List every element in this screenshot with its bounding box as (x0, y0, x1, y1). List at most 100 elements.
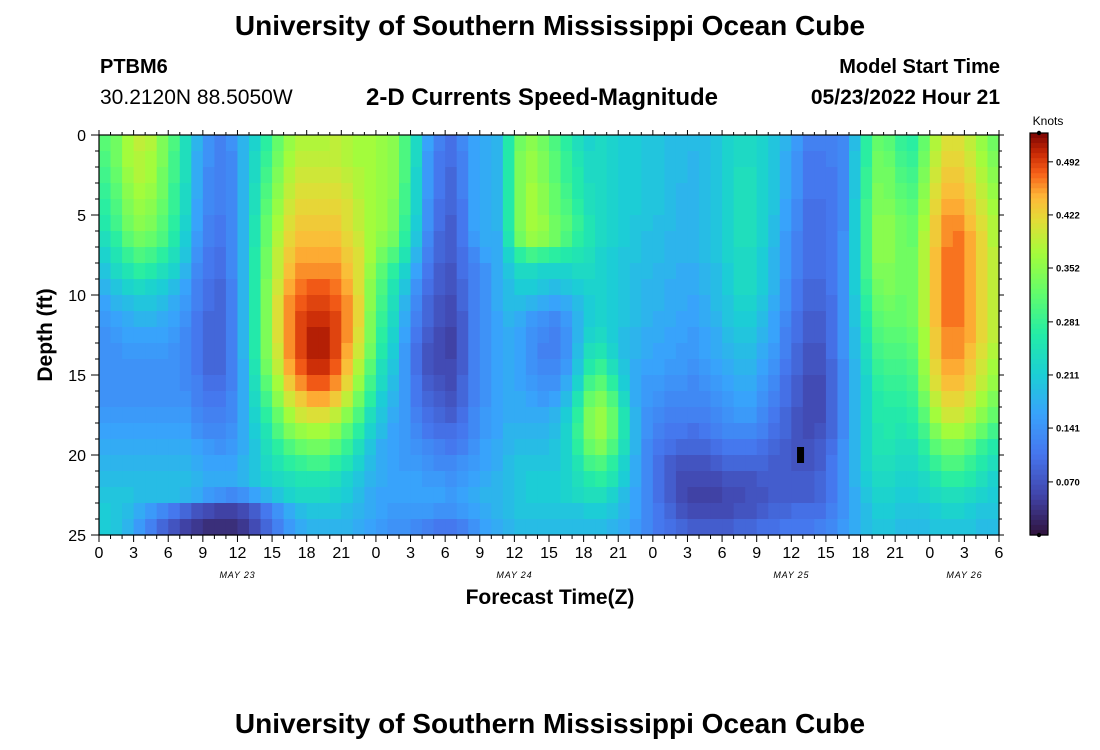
heatmap-cell (733, 503, 746, 520)
heatmap-cell (260, 343, 273, 360)
colorbar-segment (1030, 504, 1048, 511)
heatmap-cell (237, 375, 250, 392)
heatmap-cell (364, 183, 377, 200)
heatmap-cell (895, 311, 908, 328)
heatmap-cell (583, 471, 596, 488)
heatmap-cell (825, 503, 839, 520)
heatmap-cell (710, 423, 723, 440)
heatmap-cell (295, 519, 308, 536)
heatmap-cell (860, 359, 873, 376)
heatmap-cell (260, 199, 273, 216)
heatmap-cell (779, 455, 792, 472)
heatmap-cell (779, 215, 792, 232)
heatmap-cell (929, 135, 942, 152)
heatmap-cell (560, 247, 573, 264)
heatmap-cell (364, 311, 377, 328)
heatmap-cell (756, 407, 769, 424)
heatmap-cell (445, 167, 458, 184)
heatmap-cell (225, 487, 239, 504)
heatmap-cell (295, 279, 308, 296)
heatmap-cell (179, 183, 192, 200)
heatmap-cell (468, 295, 481, 312)
heatmap-cell (768, 391, 781, 408)
heatmap-cell (618, 263, 631, 280)
heatmap-cell (375, 247, 389, 264)
heatmap-cell (779, 311, 792, 328)
heatmap-cell (595, 263, 608, 280)
heatmap-cell (145, 455, 158, 472)
heatmap-cell (410, 311, 423, 328)
heatmap-cell (341, 151, 354, 168)
heatmap-cell (537, 279, 550, 296)
heatmap-cell (214, 503, 227, 520)
heatmap-cell (179, 231, 192, 248)
heatmap-cell (722, 135, 735, 152)
heatmap-cell (145, 343, 158, 360)
heatmap-cell (145, 199, 158, 216)
heatmap-cell (433, 343, 446, 360)
colorbar-segment (1030, 439, 1048, 446)
heatmap-cell (733, 279, 746, 296)
heatmap-cell (941, 279, 954, 296)
heatmap-cell (122, 215, 135, 232)
heatmap-cell (583, 135, 596, 152)
heatmap-cell (168, 439, 181, 456)
heatmap-cell (606, 135, 619, 152)
heatmap-cell (883, 135, 896, 152)
heatmap-cell (479, 407, 492, 424)
heatmap-cell (825, 183, 839, 200)
heatmap-cell (987, 375, 1000, 392)
heatmap-cell (168, 359, 181, 376)
heatmap-cell (202, 439, 215, 456)
heatmap-cell (318, 135, 331, 152)
heatmap-cell (825, 247, 839, 264)
heatmap-cell (964, 519, 977, 536)
heatmap-cell (664, 375, 677, 392)
x-tick-label: 12 (229, 545, 247, 562)
heatmap-cell (802, 167, 815, 184)
heatmap-cell (652, 247, 665, 264)
heatmap-cell (941, 471, 954, 488)
heatmap-cell (710, 487, 723, 504)
heatmap-cell (964, 391, 977, 408)
heatmap-cell (825, 167, 839, 184)
heatmap-cell (502, 231, 515, 248)
heatmap-cell (768, 471, 781, 488)
heatmap-cell (295, 375, 308, 392)
heatmap-cell (756, 247, 769, 264)
heatmap-cell (814, 455, 827, 472)
heatmap-cell (502, 247, 515, 264)
heatmap-cell (133, 439, 146, 456)
heatmap-cell (156, 215, 169, 232)
heatmap-cell (952, 407, 965, 424)
heatmap-cell (918, 247, 931, 264)
heatmap-cell (133, 311, 146, 328)
heatmap-cell (133, 167, 146, 184)
heatmap-cell (191, 343, 204, 360)
heatmap-cell (941, 519, 954, 536)
heatmap-cell (249, 167, 262, 184)
heatmap-cell (595, 279, 608, 296)
colorbar-segment (1030, 404, 1048, 410)
heatmap-cell (422, 247, 435, 264)
heatmap-cell (122, 519, 135, 536)
heatmap-cell (260, 231, 273, 248)
heatmap-cell (964, 231, 977, 248)
heatmap-cell (399, 327, 412, 344)
heatmap-cell (352, 391, 365, 408)
heatmap-cell (318, 247, 331, 264)
heatmap-cell (745, 391, 758, 408)
heatmap-cell (249, 135, 262, 152)
heatmap-cell (872, 439, 885, 456)
heatmap-cell (168, 199, 181, 216)
heatmap-cell (722, 279, 735, 296)
colorbar-segment (1030, 529, 1048, 536)
heatmap-cell (975, 167, 989, 184)
heatmap-cell (422, 295, 435, 312)
heatmap-cell (606, 199, 619, 216)
heatmap-cell (745, 167, 758, 184)
heatmap-cell (814, 519, 827, 536)
heatmap-cell (410, 167, 423, 184)
heatmap-cell (814, 471, 827, 488)
heatmap-cell (860, 455, 873, 472)
